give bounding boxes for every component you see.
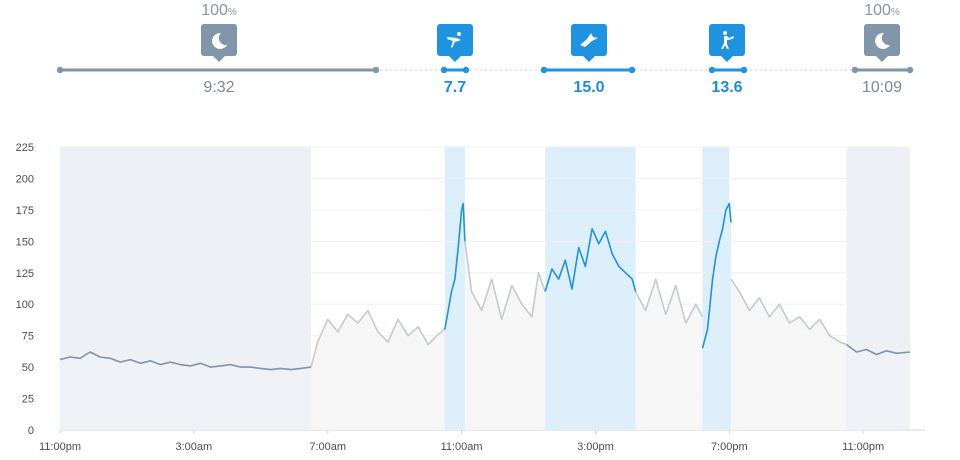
y-tick-label: 50: [22, 362, 34, 374]
x-tick-label: 7:00pm: [711, 441, 748, 453]
moon-icon: [212, 32, 227, 49]
y-tick-label: 175: [16, 205, 34, 217]
sleep-duration-end: 10:09: [861, 79, 903, 96]
y-tick-label: 125: [16, 268, 34, 280]
activity-badge-1[interactable]: [437, 24, 473, 62]
series-line-awake-3: [464, 241, 546, 321]
series-line-sleep-0: [59, 351, 312, 371]
y-tick-label: 0: [28, 425, 34, 437]
timeline-segment-end-dot: [906, 66, 914, 74]
timeline-segment-end-dot: [372, 66, 380, 74]
series-area-sleep-0: [60, 352, 311, 430]
series-area-activity-6: [702, 203, 731, 430]
series-area-activity-4: [545, 228, 636, 430]
start-battery-percent: 100%: [201, 2, 237, 19]
series-line-activity-6: [701, 202, 732, 349]
series-area-awake-7: [731, 279, 847, 430]
moon-icon: [875, 32, 890, 49]
series-line-awake-5: [634, 278, 704, 324]
y-tick-label: 100: [16, 299, 34, 311]
sleep-duration-start: 9:32: [203, 79, 235, 96]
x-tick-label: 3:00pm: [577, 441, 614, 453]
series-area-awake-5: [635, 279, 703, 430]
y-tick-label: 200: [16, 173, 34, 185]
sleep-badge-start[interactable]: [201, 24, 237, 62]
series-line-activity-2: [444, 202, 466, 330]
sleep-badge-end[interactable]: [864, 24, 900, 62]
activity-timeline: 100% 100% 9:32 7.7 15.0 13.6 10:09: [0, 0, 960, 110]
series-line-awake-7: [730, 278, 847, 346]
activity-badge-3[interactable]: [709, 24, 745, 62]
y-tick-label: 150: [16, 236, 34, 248]
y-tick-label: 225: [16, 142, 34, 154]
timeline-segment-start-dot: [540, 66, 548, 74]
series-area-awake-3: [464, 241, 546, 430]
series-line-activity-4: [544, 228, 637, 292]
y-tick-label: 25: [22, 394, 34, 406]
series-line-sleep-8: [845, 343, 911, 356]
y-tick-label: 75: [22, 331, 34, 343]
series-area-awake-1: [311, 310, 445, 430]
activity-score-3: 13.6: [711, 79, 743, 96]
aerobics-icon: [447, 32, 461, 48]
activity-score-1: 7.7: [443, 79, 467, 96]
x-tick-label: 7:00am: [309, 441, 346, 453]
timeline-segment-start-dot: [56, 66, 64, 74]
timeline-track: [56, 66, 914, 74]
timeline-segment-start-dot: [851, 66, 859, 74]
timeline-segment-start-dot: [440, 66, 448, 74]
timeline-segment-end-dot: [740, 66, 748, 74]
activity-score-2: 15.0: [573, 79, 605, 96]
timeline-segment-end-dot: [462, 66, 470, 74]
x-tick-label: 11:00pm: [39, 441, 81, 453]
heart-rate-chart: 0 25 50 75 100 125 150 175 200 225 11:00pm 3:00am 7:…: [16, 142, 925, 453]
x-tick-label: 11:00am: [441, 441, 483, 453]
x-tick-label: 11:00pm: [842, 441, 884, 453]
series-area-sleep-8: [846, 344, 910, 430]
timeline-segment-start-dot: [708, 66, 716, 74]
bike-icon: [580, 33, 598, 47]
end-battery-percent: 100%: [864, 2, 900, 19]
x-tick-label: 3:00am: [176, 441, 213, 453]
boxing-icon: [721, 31, 734, 49]
activity-badge-2[interactable]: [571, 24, 607, 62]
series-area-activity-2: [444, 203, 465, 430]
series-line-awake-1: [310, 309, 446, 368]
timeline-segment-end-dot: [628, 66, 636, 74]
